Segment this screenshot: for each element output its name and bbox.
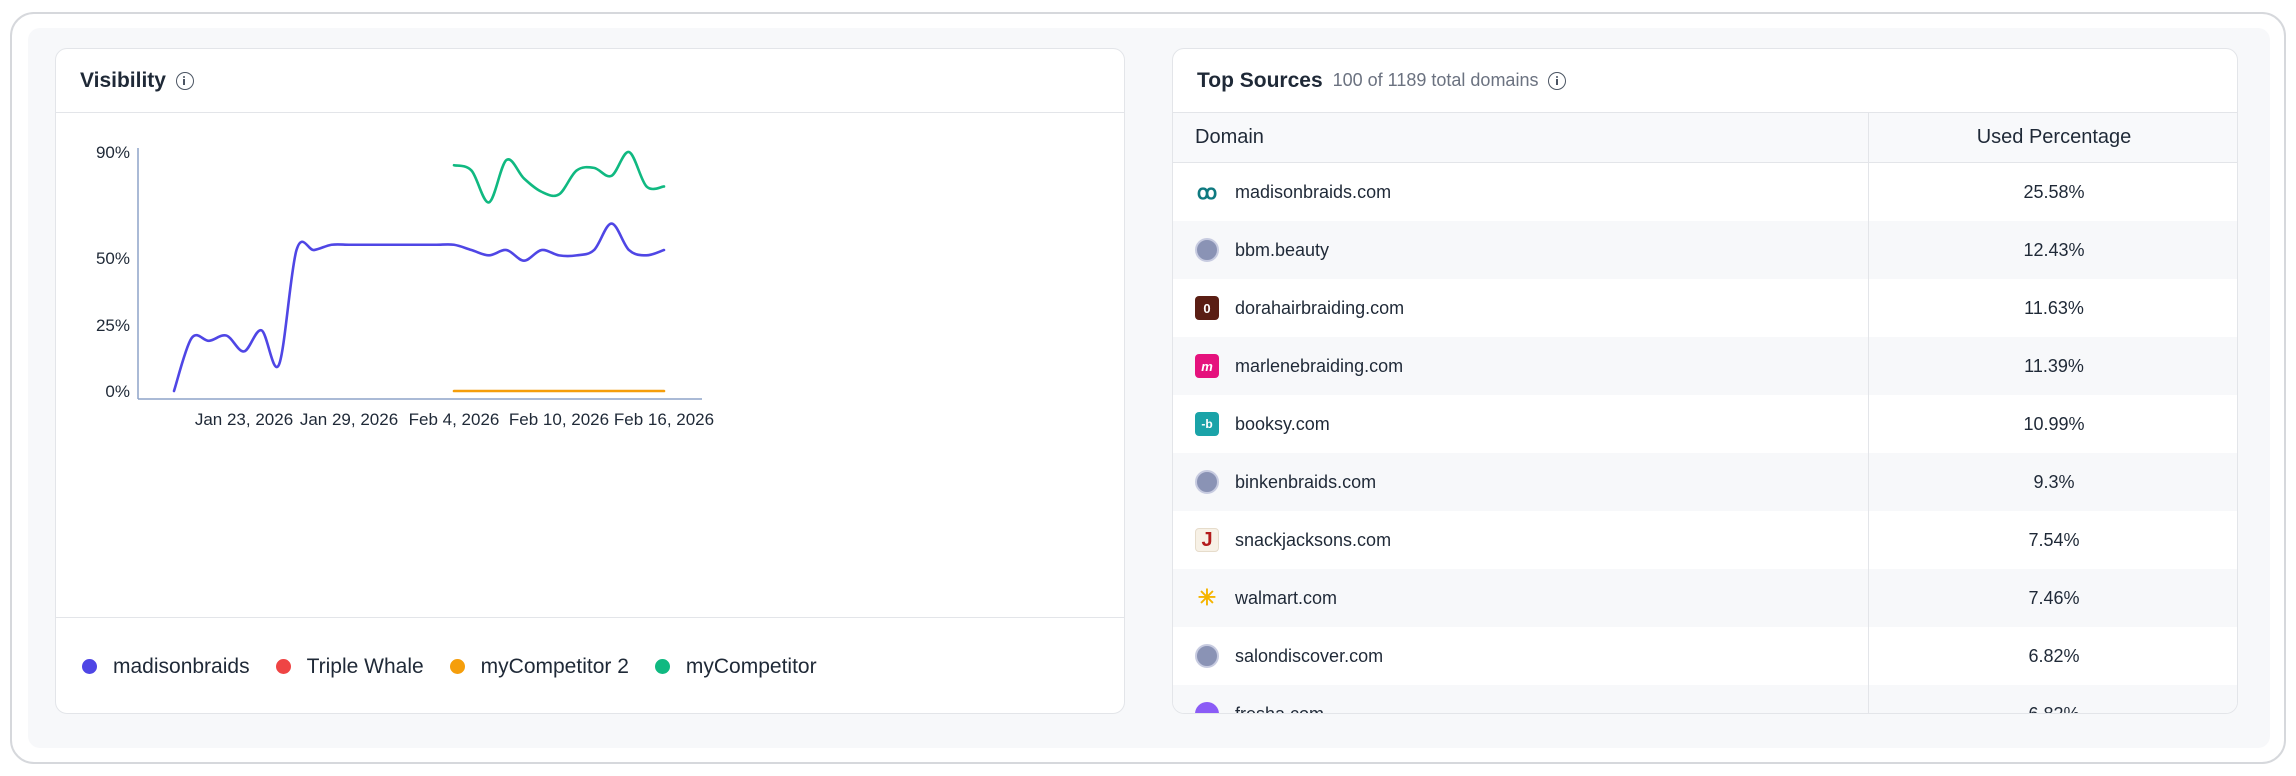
series-line-madisonbraids	[172, 222, 666, 393]
snackjacksons-logo-icon: J	[1195, 528, 1219, 552]
info-icon[interactable]	[175, 71, 194, 90]
domain-cell: binkenbraids.com	[1173, 453, 1869, 511]
domain-name[interactable]: fresha.com	[1235, 703, 1325, 714]
table-row[interactable]: ✳ walmart.com 7.46%	[1173, 569, 2237, 627]
domain-cell: ✳ walmart.com	[1173, 569, 1869, 627]
x-tick-label: Jan 23, 2026	[195, 410, 293, 429]
used-percentage-cell: 25.58%	[2023, 181, 2085, 202]
series-line-mycompetitor	[452, 150, 666, 204]
used-percentage-cell: 7.54%	[2028, 529, 2080, 550]
legend-label: myCompetitor 2	[480, 654, 629, 678]
walmart-spark-icon: ✳	[1197, 585, 1217, 610]
x-tick-label: Jan 29, 2026	[300, 410, 398, 429]
legend-item[interactable]: myCompetitor	[654, 654, 817, 679]
legend-label: madisonbraids	[113, 654, 250, 678]
fresha-logo-icon	[1195, 702, 1219, 713]
legend-item[interactable]: Triple Whale	[275, 654, 424, 679]
visibility-card: Visibility 0% 25% 50% 90% Jan 23, 2026 Jan 29…	[55, 48, 1125, 714]
y-tick-label: 50%	[96, 249, 130, 268]
domain-name[interactable]: binkenbraids.com	[1235, 471, 1377, 492]
y-tick-label: 0%	[105, 382, 130, 401]
globe-icon	[1195, 470, 1219, 494]
globe-icon	[1195, 644, 1219, 668]
y-tick-label: 25%	[96, 316, 130, 335]
booksy-logo-icon: -b	[1195, 412, 1219, 436]
top-sources-header: Top Sources 100 of 1189 total domains	[1173, 49, 2237, 113]
column-header-used-percentage[interactable]: Used Percentage	[1976, 126, 2132, 148]
domain-cell: m marlenebraiding.com	[1173, 337, 1869, 395]
top-sources-card: Top Sources 100 of 1189 total domains Do…	[1172, 48, 2238, 714]
sources-table-body[interactable]: ꝏ madisonbraids.com 25.58% bbm.beauty 12.43%…	[1173, 163, 2237, 714]
info-icon[interactable]	[1548, 71, 1567, 90]
table-row[interactable]: m marlenebraiding.com 11.39%	[1173, 337, 2237, 395]
visibility-chart-svg: 0% 25% 50% 90% Jan 23, 2026 Jan 29, 2026 Feb 4…	[96, 143, 714, 429]
legend-dot	[82, 659, 97, 674]
x-tick-label: Feb 16, 2026	[614, 410, 714, 429]
legend-label: myCompetitor	[685, 654, 817, 678]
x-tick-label: Feb 4, 2026	[409, 410, 500, 429]
used-percentage-cell: 6.82%	[2028, 703, 2080, 714]
top-sources-title: Top Sources	[1197, 68, 1323, 92]
marlene-logo-icon: m	[1195, 354, 1219, 378]
table-row[interactable]: binkenbraids.com 9.3%	[1173, 453, 2237, 511]
table-row[interactable]: 0 dorahairbraiding.com 11.63%	[1173, 279, 2237, 337]
y-tick-label: 90%	[96, 143, 130, 162]
chart-legend: madisonbraids Triple Whale myCompetitor 2 m…	[56, 617, 1124, 713]
legend-item[interactable]: myCompetitor 2	[449, 654, 629, 679]
rings-icon: ꝏ	[1196, 181, 1218, 204]
table-row[interactable]: bbm.beauty 12.43%	[1173, 221, 2237, 279]
legend-dot	[449, 659, 465, 674]
legend-item[interactable]: madisonbraids	[82, 655, 250, 679]
table-row[interactable]: -b booksy.com 10.99%	[1173, 395, 2237, 453]
dora-logo-icon: 0	[1195, 296, 1219, 320]
domain-cell: salondiscover.com	[1173, 627, 1869, 685]
used-percentage-cell: 6.82%	[2028, 645, 2080, 666]
domain-name[interactable]: dorahairbraiding.com	[1235, 297, 1405, 318]
legend-dot	[275, 659, 291, 674]
legend-label: Triple Whale	[306, 654, 424, 678]
domain-name[interactable]: booksy.com	[1235, 413, 1330, 434]
domain-name[interactable]: walmart.com	[1235, 587, 1338, 608]
domain-cell: bbm.beauty	[1173, 221, 1869, 279]
table-row[interactable]: ꝏ madisonbraids.com 25.58%	[1173, 163, 2237, 221]
table-row[interactable]: fresha.com 6.82%	[1173, 685, 2237, 714]
domain-cell: -b booksy.com	[1173, 395, 1869, 453]
domain-cell: fresha.com	[1173, 685, 1869, 714]
visibility-chart: 0% 25% 50% 90% Jan 23, 2026 Jan 29, 2026 Feb 4…	[56, 113, 1124, 617]
visibility-title: Visibility	[80, 68, 166, 92]
used-percentage-cell: 9.3%	[2033, 471, 2075, 492]
domain-name[interactable]: snackjacksons.com	[1235, 529, 1392, 550]
globe-icon	[1195, 238, 1219, 262]
visibility-header: Visibility	[56, 49, 1124, 113]
domain-name[interactable]: bbm.beauty	[1235, 239, 1330, 260]
domain-name[interactable]: salondiscover.com	[1235, 645, 1384, 666]
top-sources-subtitle: 100 of 1189 total domains	[1332, 70, 1539, 90]
domain-cell: 0 dorahairbraiding.com	[1173, 279, 1869, 337]
domain-name[interactable]: madisonbraids.com	[1235, 181, 1392, 202]
used-percentage-cell: 11.39%	[2024, 355, 2084, 376]
used-percentage-cell: 11.63%	[2024, 297, 2084, 318]
table-header: Domain Used Percentage	[1173, 113, 2237, 163]
x-tick-label: Feb 10, 2026	[509, 410, 609, 429]
used-percentage-cell: 12.43%	[2023, 239, 2085, 260]
domain-cell: ꝏ madisonbraids.com	[1173, 163, 1869, 221]
legend-dot	[654, 659, 670, 674]
used-percentage-cell: 7.46%	[2028, 587, 2080, 608]
table-row[interactable]: salondiscover.com 6.82%	[1173, 627, 2237, 685]
domain-name[interactable]: marlenebraiding.com	[1235, 355, 1404, 376]
column-header-domain[interactable]: Domain	[1173, 113, 1869, 162]
used-percentage-cell: 10.99%	[2023, 413, 2085, 434]
